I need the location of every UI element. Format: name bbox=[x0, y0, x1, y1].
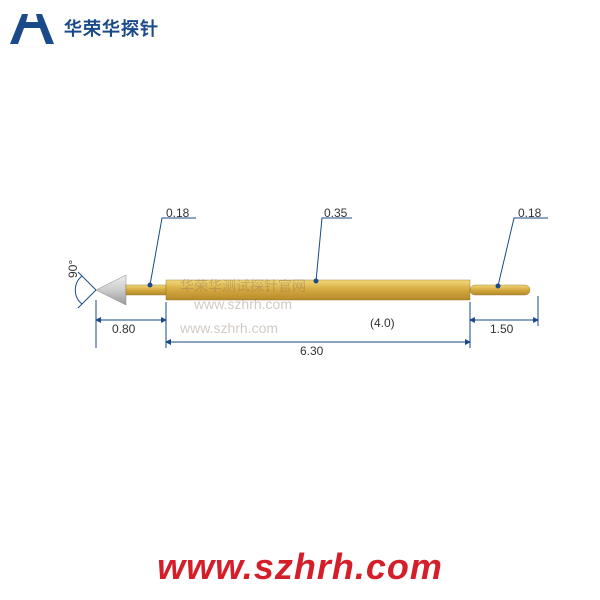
website-url: www.szhrh.com bbox=[0, 546, 600, 588]
dim-angle: 90° bbox=[66, 260, 80, 278]
length-dimensions bbox=[96, 296, 538, 348]
dim-len-630: 6.30 bbox=[300, 344, 323, 358]
dim-dia-right: 0.18 bbox=[518, 206, 541, 220]
watermark-1: 华荣华测试探针官网 www.szhrh.com bbox=[180, 276, 306, 312]
watermark-2: www.szhrh.com bbox=[180, 320, 278, 336]
dim-len-40: (4.0) bbox=[370, 316, 395, 330]
dim-len-080: 0.80 bbox=[112, 322, 135, 336]
dim-dia-left: 0.18 bbox=[166, 206, 189, 220]
probe-body bbox=[96, 275, 530, 305]
dim-len-150: 1.50 bbox=[490, 322, 513, 336]
dim-dia-body: 0.35 bbox=[324, 206, 347, 220]
